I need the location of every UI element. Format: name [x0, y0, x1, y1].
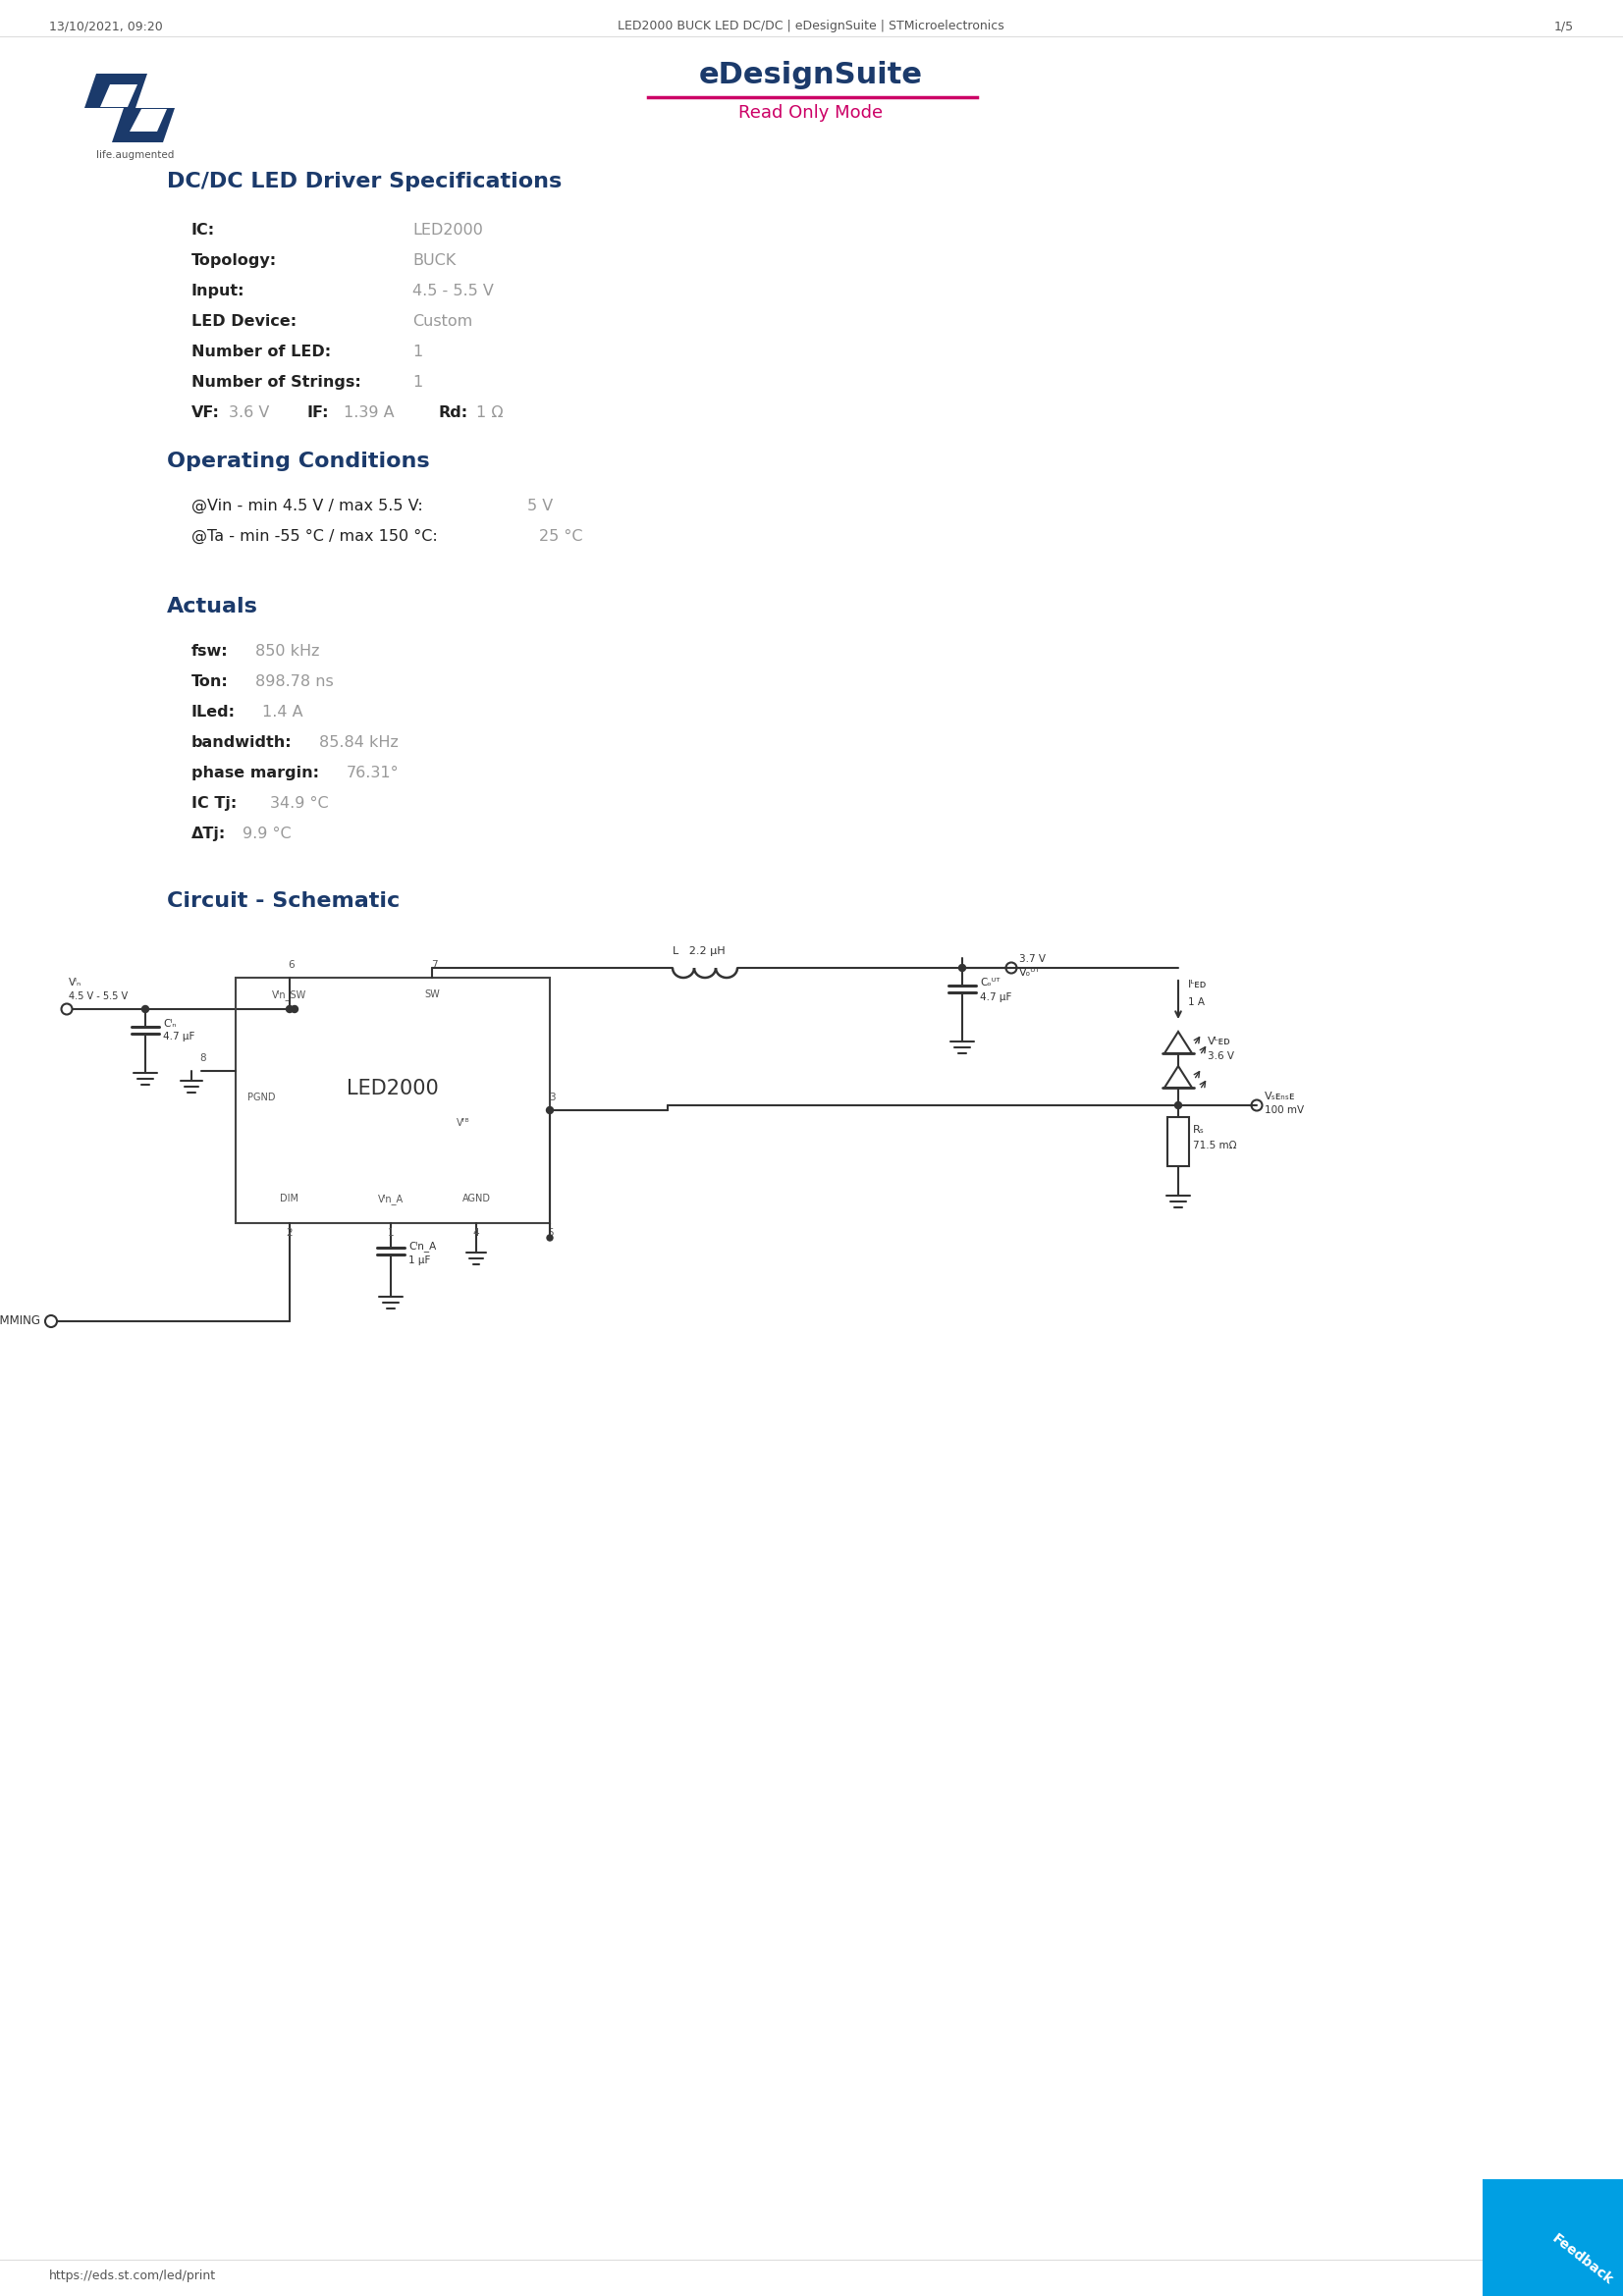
Text: 1.39 A: 1.39 A — [344, 406, 394, 420]
Text: PGND: PGND — [247, 1093, 276, 1102]
Text: Topology:: Topology: — [192, 253, 278, 269]
Text: fsw:: fsw: — [192, 643, 229, 659]
Text: 8: 8 — [200, 1054, 206, 1063]
Circle shape — [291, 1006, 299, 1013]
Text: Vᴸᴇᴅ: Vᴸᴇᴅ — [1208, 1035, 1230, 1047]
Text: phase margin:: phase margin: — [192, 765, 320, 781]
Text: 2: 2 — [286, 1228, 292, 1238]
Text: Vᶠᴮ: Vᶠᴮ — [456, 1118, 471, 1127]
Text: 85.84 kHz: 85.84 kHz — [320, 735, 399, 751]
Text: 25 °C: 25 °C — [539, 528, 583, 544]
Text: 1 Ω: 1 Ω — [476, 406, 503, 420]
Polygon shape — [1482, 2179, 1623, 2296]
Text: DIM: DIM — [281, 1194, 299, 1203]
Text: 3.6 V: 3.6 V — [229, 406, 269, 420]
Text: ΔTj:: ΔTj: — [192, 827, 226, 840]
Text: Vᴵn_SW: Vᴵn_SW — [273, 990, 307, 1001]
Text: 1.4 A: 1.4 A — [263, 705, 304, 719]
Text: 9.9 °C: 9.9 °C — [242, 827, 291, 840]
Text: Vᴵn_A: Vᴵn_A — [378, 1194, 404, 1205]
Text: Custom: Custom — [412, 315, 472, 328]
Text: 71.5 mΩ: 71.5 mΩ — [1193, 1141, 1237, 1150]
Text: Feedback: Feedback — [1548, 2232, 1615, 2287]
Text: 1: 1 — [412, 374, 422, 390]
Text: AGND: AGND — [463, 1194, 490, 1203]
Text: Operating Conditions: Operating Conditions — [167, 452, 430, 471]
Text: 5 V: 5 V — [527, 498, 553, 514]
Bar — [235, 978, 550, 1224]
Circle shape — [547, 1235, 553, 1240]
Text: Number of Strings:: Number of Strings: — [192, 374, 360, 390]
Text: Read Only Mode: Read Only Mode — [738, 103, 883, 122]
Text: 6: 6 — [289, 960, 295, 969]
Text: Input:: Input: — [192, 285, 245, 298]
Text: 100 mV: 100 mV — [1264, 1104, 1303, 1116]
Text: @Vin - min 4.5 V / max 5.5 V:: @Vin - min 4.5 V / max 5.5 V: — [192, 498, 424, 514]
Text: 7: 7 — [430, 960, 437, 969]
Text: L   2.2 μH: L 2.2 μH — [672, 946, 725, 955]
Text: Rₛ: Rₛ — [1193, 1125, 1204, 1134]
Text: Vₒᵁᵀ: Vₒᵁᵀ — [1019, 969, 1040, 978]
Text: 5: 5 — [547, 1228, 553, 1238]
Polygon shape — [130, 108, 167, 131]
Text: 76.31°: 76.31° — [347, 765, 399, 781]
Text: LED2000 BUCK LED DC/DC | eDesignSuite | STMicroelectronics: LED2000 BUCK LED DC/DC | eDesignSuite | … — [618, 21, 1005, 32]
Text: LED2000: LED2000 — [412, 223, 484, 236]
Text: Vᴵₙ: Vᴵₙ — [68, 978, 81, 987]
Text: Rd:: Rd: — [438, 406, 469, 420]
Bar — [1167, 1118, 1190, 1166]
Circle shape — [547, 1107, 553, 1114]
Text: Cₒᵁᵀ: Cₒᵁᵀ — [980, 978, 1000, 987]
Text: IF:: IF: — [307, 406, 329, 420]
Text: 1/5: 1/5 — [1555, 2268, 1574, 2282]
Text: 3: 3 — [549, 1093, 555, 1102]
Text: VF:: VF: — [192, 406, 219, 420]
Text: 4.5 V - 5.5 V: 4.5 V - 5.5 V — [68, 992, 128, 1001]
Text: Vₛᴇₙₛᴇ: Vₛᴇₙₛᴇ — [1264, 1091, 1295, 1102]
Text: eDesignSuite: eDesignSuite — [700, 62, 923, 90]
Text: 3.6 V: 3.6 V — [1208, 1052, 1233, 1061]
Text: SW: SW — [424, 990, 440, 999]
Text: LED2000: LED2000 — [347, 1079, 438, 1097]
Text: 850 kHz: 850 kHz — [255, 643, 320, 659]
Text: 898.78 ns: 898.78 ns — [255, 675, 334, 689]
Text: IC Tj:: IC Tj: — [192, 797, 237, 810]
Text: Number of LED:: Number of LED: — [192, 344, 331, 358]
Text: BUCK: BUCK — [412, 253, 456, 269]
Text: 1: 1 — [388, 1228, 394, 1238]
Text: Cᴵₙ: Cᴵₙ — [162, 1019, 177, 1029]
Circle shape — [286, 1006, 294, 1013]
Text: 1 μF: 1 μF — [409, 1256, 430, 1265]
Circle shape — [141, 1006, 149, 1013]
Text: 1 A: 1 A — [1188, 996, 1204, 1008]
Text: life.augmented: life.augmented — [96, 149, 174, 161]
Text: 4.7 μF: 4.7 μF — [162, 1031, 195, 1042]
Text: 1: 1 — [412, 344, 422, 358]
Circle shape — [959, 964, 966, 971]
Text: DIMMING: DIMMING — [0, 1313, 41, 1327]
Text: 4.5 - 5.5 V: 4.5 - 5.5 V — [412, 285, 493, 298]
Text: IC:: IC: — [192, 223, 216, 236]
Text: 3.7 V: 3.7 V — [1019, 955, 1045, 964]
Text: Cᴵn_A: Cᴵn_A — [409, 1240, 437, 1251]
Text: 4: 4 — [472, 1228, 479, 1238]
Text: ILed:: ILed: — [192, 705, 235, 719]
Circle shape — [1175, 1102, 1182, 1109]
Polygon shape — [101, 85, 138, 108]
Text: 13/10/2021, 09:20: 13/10/2021, 09:20 — [49, 21, 162, 32]
Polygon shape — [84, 73, 175, 142]
Text: LED Device:: LED Device: — [192, 315, 297, 328]
Text: 34.9 °C: 34.9 °C — [269, 797, 328, 810]
Text: Ton:: Ton: — [192, 675, 229, 689]
Text: https://eds.st.com/led/print: https://eds.st.com/led/print — [49, 2268, 216, 2282]
Text: bandwidth:: bandwidth: — [192, 735, 292, 751]
Text: 1/5: 1/5 — [1555, 21, 1574, 32]
Text: Circuit - Schematic: Circuit - Schematic — [167, 891, 399, 912]
Text: Actuals: Actuals — [167, 597, 258, 615]
Text: Iᴸᴇᴅ: Iᴸᴇᴅ — [1188, 980, 1208, 990]
Text: DC/DC LED Driver Specifications: DC/DC LED Driver Specifications — [167, 172, 562, 191]
Text: @Ta - min -55 °C / max 150 °C:: @Ta - min -55 °C / max 150 °C: — [192, 528, 438, 544]
Text: 4.7 μF: 4.7 μF — [980, 992, 1011, 1003]
